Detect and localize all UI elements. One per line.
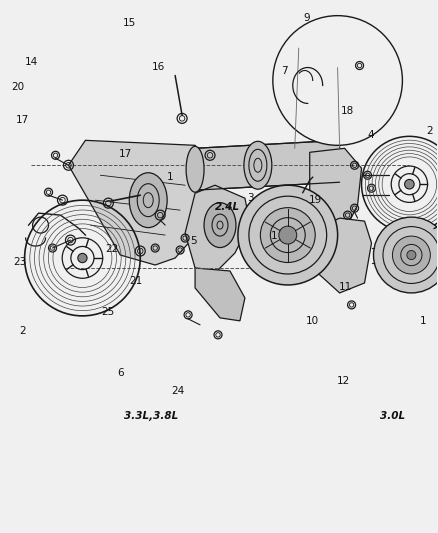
Ellipse shape — [129, 173, 167, 228]
Text: 1: 1 — [166, 172, 173, 182]
Polygon shape — [195, 140, 339, 190]
Ellipse shape — [186, 147, 204, 192]
Text: 17: 17 — [119, 149, 132, 159]
Text: 22: 22 — [106, 244, 119, 254]
Text: 10: 10 — [306, 316, 319, 326]
Text: 1: 1 — [271, 231, 277, 241]
Text: 9: 9 — [303, 13, 310, 23]
Polygon shape — [195, 268, 245, 321]
Text: 24: 24 — [171, 386, 184, 397]
Circle shape — [374, 217, 438, 293]
Text: 7: 7 — [281, 66, 288, 76]
Text: 23: 23 — [13, 257, 26, 267]
Ellipse shape — [204, 203, 236, 247]
Text: 6: 6 — [118, 368, 124, 378]
Text: 16: 16 — [151, 62, 165, 72]
Circle shape — [392, 236, 430, 274]
Text: 21: 21 — [130, 277, 143, 286]
Ellipse shape — [244, 141, 272, 189]
Text: 25: 25 — [101, 306, 114, 317]
Circle shape — [78, 253, 87, 263]
Text: 3.3L,3.8L: 3.3L,3.8L — [124, 411, 178, 422]
Circle shape — [279, 226, 297, 244]
Circle shape — [238, 185, 338, 285]
Circle shape — [405, 180, 414, 189]
Polygon shape — [310, 148, 361, 228]
Text: 4: 4 — [367, 130, 374, 140]
Text: 14: 14 — [25, 57, 38, 67]
Polygon shape — [318, 218, 371, 293]
Circle shape — [273, 15, 403, 146]
Text: 3: 3 — [247, 193, 254, 204]
Text: 3.0L: 3.0L — [380, 411, 405, 422]
Text: 2: 2 — [19, 326, 26, 336]
Text: 18: 18 — [341, 106, 354, 116]
Text: 1: 1 — [420, 316, 427, 326]
Text: 19: 19 — [308, 195, 322, 205]
Text: 15: 15 — [123, 18, 136, 28]
Text: 5: 5 — [191, 236, 197, 246]
Text: 12: 12 — [337, 376, 350, 386]
Text: 17: 17 — [16, 115, 29, 125]
Polygon shape — [185, 185, 250, 273]
Text: 2.4L: 2.4L — [215, 202, 240, 212]
Polygon shape — [345, 62, 378, 88]
Text: 20: 20 — [11, 82, 25, 92]
Circle shape — [260, 208, 315, 263]
Text: 2: 2 — [426, 126, 433, 136]
Text: 11: 11 — [339, 282, 352, 292]
Polygon shape — [68, 140, 210, 265]
Circle shape — [407, 251, 416, 260]
